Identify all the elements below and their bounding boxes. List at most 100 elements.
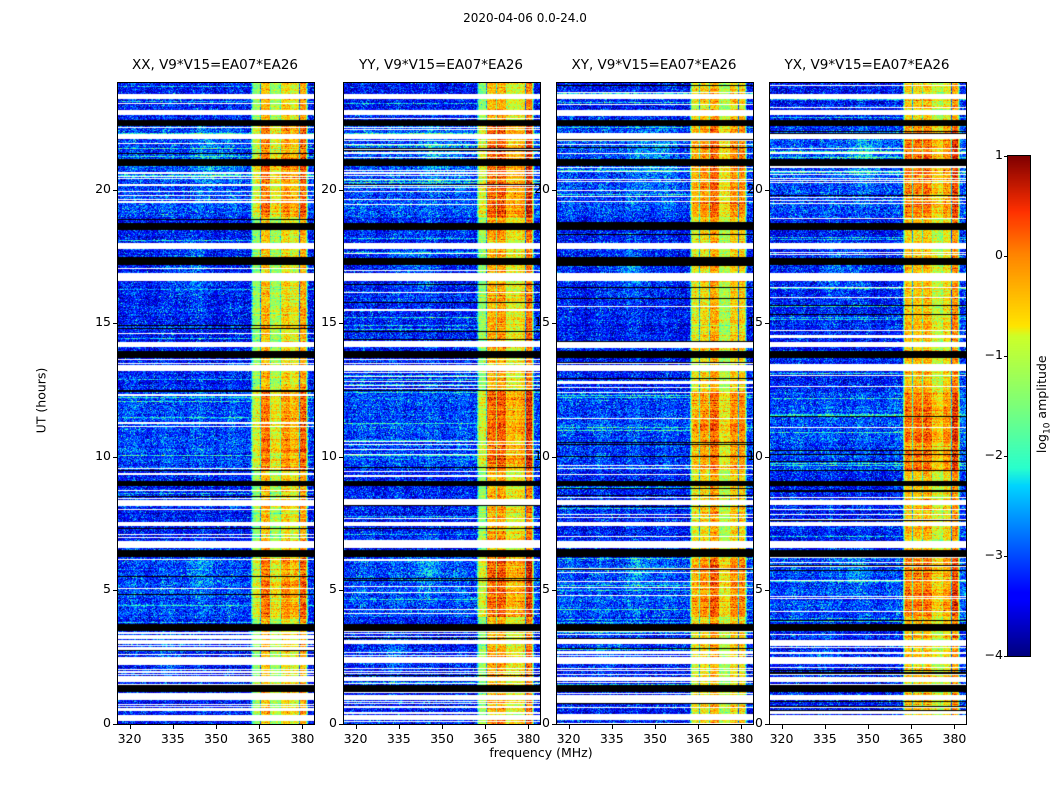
- panel-yy-ytick: [339, 323, 343, 324]
- panel-yy-ytick: [339, 724, 343, 725]
- figure-suptitle: 2020-04-06 0.0-24.0: [463, 11, 587, 25]
- colorbar-label-suffix: amplitude: [1033, 355, 1049, 423]
- colorbar-tickmark: [1004, 256, 1008, 257]
- panel-xy-ytick-label: 5: [542, 581, 550, 597]
- panel-xy-xtick-label: 380: [729, 731, 754, 746]
- panel-xx-axes[interactable]: [117, 82, 315, 725]
- panel-xx-ytick: [113, 457, 117, 458]
- panel-xy-waterfall: [557, 83, 753, 724]
- colorbar-tickmark: [1004, 356, 1008, 357]
- panel-yx-waterfall: [770, 83, 966, 724]
- colorbar-tickmark: [1004, 556, 1008, 557]
- panel-xx-title: XX, V9*V15=EA07*EA26: [131, 57, 298, 73]
- panel-xy-ytick: [552, 724, 556, 725]
- panel-yy-xtick: [485, 725, 486, 729]
- x-axis-label: frequency (MHz): [489, 745, 593, 760]
- panel-yy-xtick: [442, 725, 443, 729]
- panel-yy-ytick-label: 15: [321, 314, 337, 330]
- panel-xy-axes[interactable]: [556, 82, 754, 725]
- panel-xx-ytick-label: 5: [103, 581, 111, 597]
- panel-yy-xtick-label: 380: [516, 731, 541, 746]
- panel-xy-ytick: [552, 323, 556, 324]
- panel-yx-ytick: [765, 724, 769, 725]
- panel-xy-ytick-label: 15: [534, 314, 550, 330]
- panel-yx-ytick: [765, 457, 769, 458]
- panel-xx-ytick: [113, 590, 117, 591]
- panel-xy-xtick: [741, 725, 742, 729]
- panel-yy-axes[interactable]: [343, 82, 541, 725]
- panel-xx-xtick: [259, 725, 260, 729]
- panel-xx-xtick-label: 350: [204, 731, 228, 746]
- panel-yx-xtick-label: 350: [856, 731, 880, 746]
- colorbar-tick-label: 1: [995, 147, 1003, 162]
- y-axis-label: UT (hours): [33, 367, 49, 433]
- panel-yy-xtick-label: 335: [386, 731, 411, 746]
- panel-yy-xtick: [528, 725, 529, 729]
- panel-yy-ytick: [339, 590, 343, 591]
- panel-yy-title: YY, V9*V15=EA07*EA26: [358, 57, 523, 73]
- colorbar-gradient: [1007, 155, 1031, 657]
- panel-yx-axes[interactable]: [769, 82, 967, 725]
- colorbar-tick-label: −2: [984, 447, 1003, 462]
- panel-yx-ytick: [765, 590, 769, 591]
- colorbar-label: log10 amplitude: [1034, 334, 1050, 474]
- panel-yx-ytick-label: 0: [755, 715, 763, 730]
- panel-xy-xtick: [655, 725, 656, 729]
- colorbar-tick-label: 0: [995, 247, 1003, 262]
- panel-xy-xtick-label: 320: [556, 731, 581, 746]
- panel-xy-xtick-label: 350: [643, 731, 667, 746]
- colorbar-tick-label: −3: [984, 547, 1003, 562]
- panel-xy-xtick: [569, 725, 570, 729]
- colorbar-canvas: [1008, 156, 1030, 656]
- panel-xy-ytick-label: 0: [542, 715, 550, 730]
- panel-xy-xtick-label: 335: [599, 731, 624, 746]
- colorbar-label-prefix: log: [1033, 434, 1049, 454]
- panel-yx-xtick-label: 365: [899, 731, 924, 746]
- panel-yx-xtick: [782, 725, 783, 729]
- panel-xy-ytick: [552, 590, 556, 591]
- panel-yy-xtick: [399, 725, 400, 729]
- colorbar-tick-label: −1: [984, 347, 1003, 362]
- panel-yx-ytick-label: 5: [755, 581, 763, 597]
- panel-xx-xtick: [216, 725, 217, 729]
- panel-yx-ytick-label: 20: [747, 180, 763, 196]
- panel-xx-xtick: [130, 725, 131, 729]
- panel-xy-xtick: [612, 725, 613, 729]
- panel-xy-ytick: [552, 190, 556, 191]
- panel-xx-ytick-label: 15: [95, 314, 111, 330]
- panel-yy-waterfall: [344, 83, 540, 724]
- colorbar-label-subscript: 10: [1042, 422, 1050, 435]
- panel-xx-ytick: [113, 724, 117, 725]
- panel-yx-xtick: [868, 725, 869, 729]
- panel-yx-xtick: [954, 725, 955, 729]
- colorbar-tickmark: [1004, 656, 1008, 657]
- panel-yx-ytick: [765, 323, 769, 324]
- panel-yy-xtick-label: 365: [473, 731, 498, 746]
- panel-xx-ytick: [113, 323, 117, 324]
- panel-xx-ytick-label: 20: [95, 180, 111, 196]
- panel-yy-xtick: [356, 725, 357, 729]
- panel-yx-title: YX, V9*V15=EA07*EA26: [784, 57, 950, 73]
- panel-xx-ytick-label: 0: [103, 715, 111, 730]
- panel-xx-xtick-label: 335: [160, 731, 185, 746]
- panel-xy-xtick-label: 365: [686, 731, 711, 746]
- colorbar-tickmark: [1004, 156, 1008, 157]
- panel-yy-xtick-label: 320: [343, 731, 368, 746]
- panel-xy-title: XY, V9*V15=EA07*EA26: [571, 57, 737, 73]
- panel-yx-ytick: [765, 190, 769, 191]
- panel-xx-xtick-label: 365: [247, 731, 272, 746]
- panel-yx-xtick: [825, 725, 826, 729]
- panel-yx-xtick-label: 335: [812, 731, 837, 746]
- panel-yx-xtick-label: 320: [769, 731, 794, 746]
- panel-yy-ytick-label: 5: [329, 581, 337, 597]
- panel-xx-ytick-label: 10: [95, 447, 111, 463]
- colorbar-tick-label: −4: [984, 647, 1003, 662]
- panel-yy-ytick-label: 10: [321, 447, 337, 463]
- panel-xx-waterfall: [118, 83, 314, 724]
- panel-xy-ytick: [552, 457, 556, 458]
- panel-yy-ytick-label: 20: [321, 180, 337, 196]
- panel-yx-ytick-label: 10: [747, 447, 763, 463]
- panel-yy-xtick-label: 350: [430, 731, 454, 746]
- panel-yx-ytick-label: 15: [747, 314, 763, 330]
